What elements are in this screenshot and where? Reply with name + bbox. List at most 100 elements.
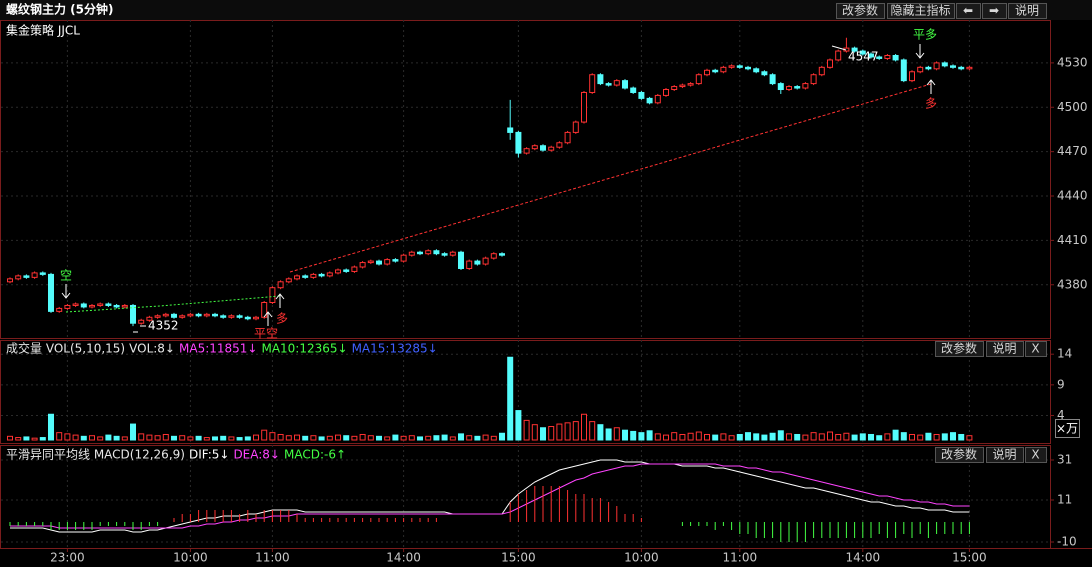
volume-bar: [253, 434, 259, 441]
candle-body: [523, 148, 530, 154]
volume-bar: [482, 434, 489, 441]
candle-body: [253, 316, 259, 320]
volume-bar: [933, 433, 940, 441]
arrow: [915, 44, 925, 59]
volume-bar: [244, 436, 251, 441]
candle-body: [228, 315, 235, 318]
volume-bar: [736, 433, 743, 441]
candle-body: [376, 260, 382, 265]
volume-bar: [753, 433, 760, 441]
candle-body: [777, 83, 784, 91]
button[interactable]: [935, 341, 984, 357]
button-label[interactable]: ➡: [989, 4, 999, 18]
button[interactable]: [935, 447, 984, 463]
candle-body: [794, 86, 801, 89]
volume-bar: [704, 433, 710, 441]
button[interactable]: [982, 3, 1007, 19]
candle-body: [900, 59, 907, 82]
volume-bar: [728, 435, 735, 441]
candle-body: [203, 313, 210, 317]
candle-body: [515, 131, 522, 154]
candle-body: [294, 275, 300, 280]
button-label[interactable]: 说明: [992, 447, 1016, 462]
x-tick-label: 14:00: [846, 551, 881, 565]
volume-bar: [228, 436, 235, 441]
candle-body: [326, 272, 333, 277]
volume-bar: [441, 434, 448, 441]
candle-body: [72, 303, 79, 306]
button[interactable]: [1025, 447, 1047, 463]
button-label[interactable]: 说明: [1015, 3, 1039, 18]
y-tick-label: 14: [1057, 347, 1072, 361]
arrow: [926, 79, 936, 94]
x-tick-label: 11:00: [723, 551, 758, 565]
button-label[interactable]: X: [1031, 342, 1039, 356]
candle-body: [48, 273, 54, 312]
volume-bar: [531, 424, 538, 441]
volume-bar: [146, 434, 153, 441]
candle-body: [745, 66, 751, 70]
candle-body: [622, 80, 628, 89]
volume-bar: [48, 413, 54, 441]
volume-bar: [572, 421, 579, 441]
volume-bar: [671, 432, 678, 441]
candle-body: [638, 91, 645, 99]
candle-body: [827, 59, 833, 68]
candle-body: [449, 251, 456, 256]
button-label[interactable]: 改参数: [941, 447, 977, 462]
volume-bar: [720, 433, 727, 441]
volume-bar: [105, 434, 112, 441]
price-label: 4352: [148, 319, 179, 333]
volume-bar: [89, 435, 95, 441]
candle-body: [531, 145, 538, 150]
volume-bar: [23, 436, 30, 441]
volume-bar: [548, 426, 555, 441]
candle-body: [540, 145, 546, 151]
candle-body: [417, 251, 423, 255]
candle-body: [712, 69, 719, 73]
button[interactable]: [1025, 341, 1047, 357]
button[interactable]: [986, 341, 1024, 357]
volume-bar: [162, 433, 169, 441]
button-label[interactable]: 改参数: [842, 3, 878, 18]
volume-bar: [917, 434, 924, 441]
button[interactable]: [887, 3, 955, 19]
y-tick-label: 31: [1057, 453, 1072, 467]
candle-body: [556, 142, 563, 148]
button-label[interactable]: ⬅: [963, 4, 973, 18]
volume-bar: [769, 432, 776, 441]
candle-body: [384, 259, 391, 265]
volume-bar: [613, 427, 620, 441]
button-label[interactable]: 改参数: [941, 341, 977, 356]
button[interactable]: [836, 3, 885, 19]
button-label[interactable]: 隐藏主指标: [890, 3, 950, 18]
candle-body: [810, 74, 817, 85]
button[interactable]: [1008, 3, 1047, 19]
panel-title: 成交量 VOL(5,10,15): [6, 341, 125, 356]
candle-body: [507, 127, 514, 133]
volume-bar: [187, 436, 194, 441]
candle-body: [958, 66, 965, 70]
candle-body: [482, 257, 489, 265]
volume-bar: [499, 432, 505, 441]
unit-box: [1055, 419, 1080, 438]
volume-bar: [64, 433, 71, 441]
arrow: [61, 284, 71, 299]
volume-bar: [695, 431, 702, 441]
volume-bar: [581, 413, 587, 441]
button[interactable]: [956, 3, 981, 19]
candle-body: [490, 253, 497, 259]
volume-bar: [400, 435, 407, 441]
volume-bar: [515, 410, 522, 441]
button-label[interactable]: 说明: [992, 341, 1016, 356]
candle-body: [499, 253, 505, 256]
chart-subtitle: 集金策略 JJCL: [6, 23, 80, 38]
candle-body: [171, 313, 177, 318]
y-tick-label: 4: [1057, 408, 1065, 422]
volume-bar: [433, 435, 440, 441]
volume-bar: [138, 433, 145, 441]
candle-body: [441, 253, 448, 256]
volume-bar: [310, 435, 317, 441]
button-label[interactable]: X: [1031, 448, 1039, 462]
button[interactable]: [986, 447, 1024, 463]
